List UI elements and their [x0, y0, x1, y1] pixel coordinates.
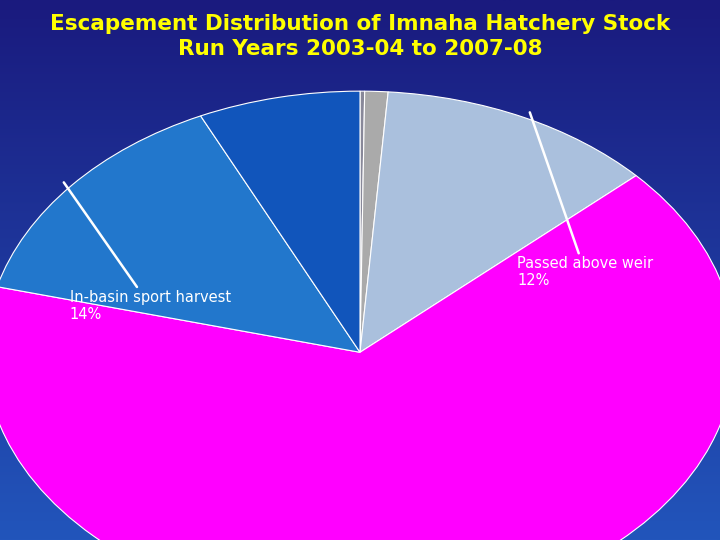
Wedge shape	[360, 92, 636, 352]
Wedge shape	[360, 91, 388, 352]
Text: Foodbank + public giveaway
0.2%: Foodbank + public giveaway 0.2%	[0, 539, 1, 540]
Text: Killed not spawned
1%: Killed not spawned 1%	[0, 539, 1, 540]
Wedge shape	[0, 116, 360, 352]
Text: Run Years 2003-04 to 2007-08: Run Years 2003-04 to 2007-08	[178, 38, 542, 59]
Wedge shape	[0, 176, 720, 540]
Wedge shape	[201, 91, 360, 352]
Text: Escapement Distribution of Imnaha Hatchery Stock: Escapement Distribution of Imnaha Hatche…	[50, 14, 670, 35]
Text: Big Sheep Cr. outplants
66%: Big Sheep Cr. outplants 66%	[0, 539, 1, 540]
Wedge shape	[360, 91, 365, 352]
Text: In-basin sport harvest
14%: In-basin sport harvest 14%	[64, 183, 231, 322]
Text: Passed above weir
12%: Passed above weir 12%	[517, 112, 653, 288]
Text: Spawned + mortalities
7%: Spawned + mortalities 7%	[0, 539, 1, 540]
